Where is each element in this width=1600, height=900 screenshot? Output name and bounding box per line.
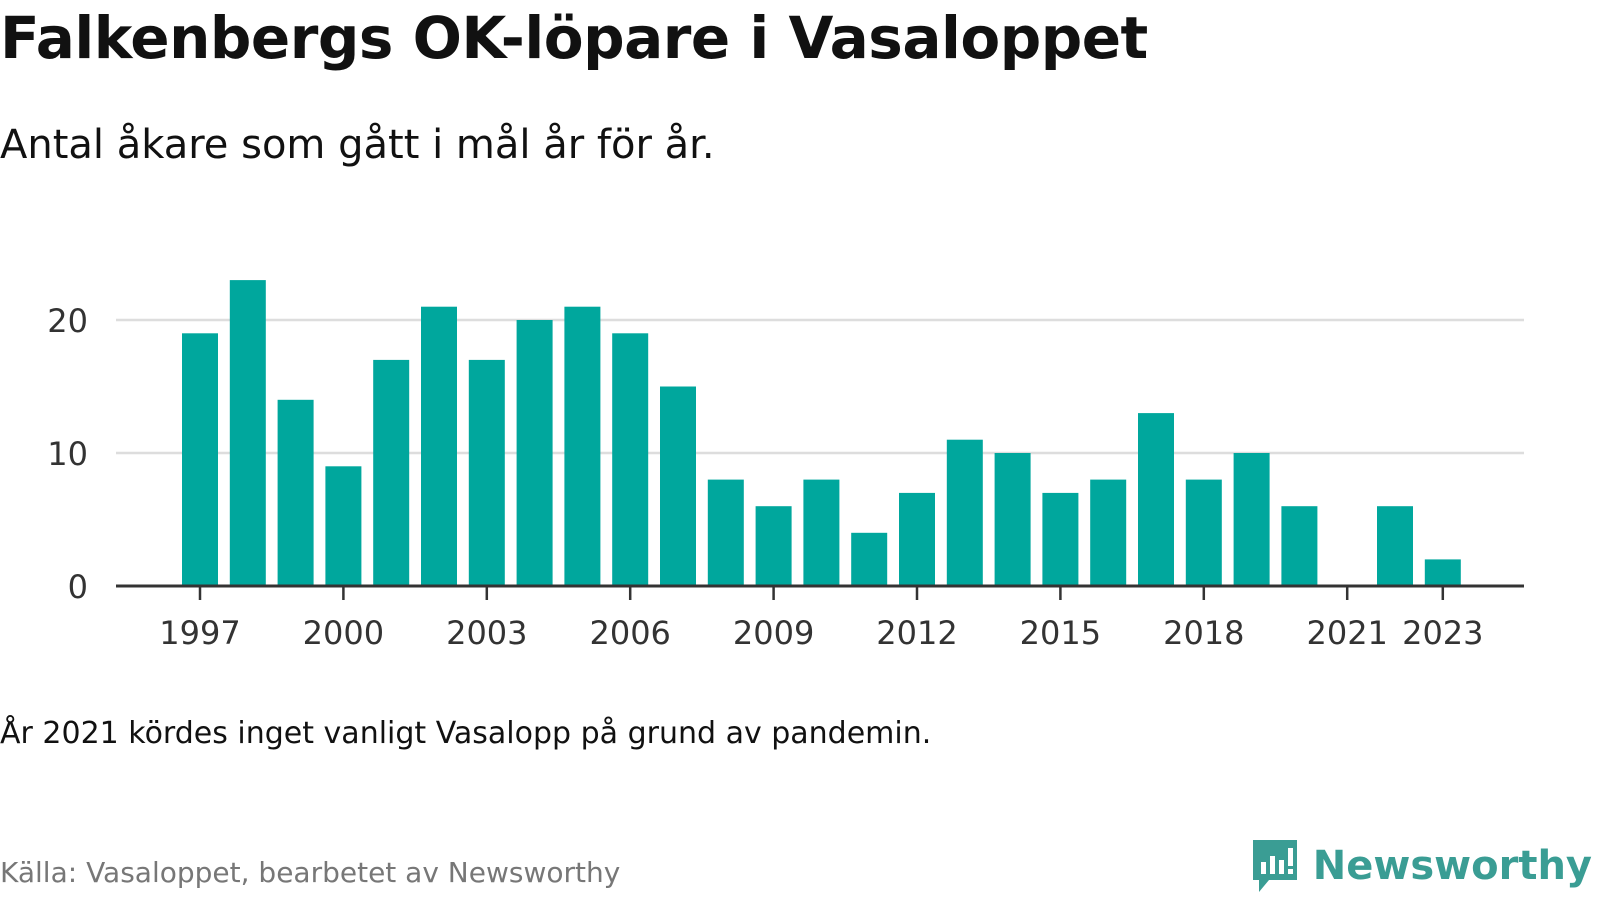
x-tick-label: 2009 xyxy=(733,614,814,652)
bar-2016 xyxy=(1090,479,1127,586)
x-tick-label: 2023 xyxy=(1402,614,1483,652)
bar-2018 xyxy=(1185,479,1222,586)
bar-2014 xyxy=(994,453,1031,586)
y-tick-label: 20 xyxy=(47,302,88,340)
bar-2019 xyxy=(1233,453,1270,586)
bar-2003 xyxy=(468,359,505,586)
x-tick-label: 2018 xyxy=(1163,614,1244,652)
bar-2013 xyxy=(946,439,983,586)
x-tick-label: 2015 xyxy=(1020,614,1101,652)
bar-1997 xyxy=(182,333,218,586)
bar-2022 xyxy=(1377,506,1413,586)
bar-2012 xyxy=(899,492,935,586)
x-tick-label: 2000 xyxy=(303,614,384,652)
bar-2009 xyxy=(755,506,792,586)
bar-2008 xyxy=(707,479,744,586)
bar-2011 xyxy=(851,532,888,586)
chart-title: Falkenbergs OK-löpare i Vasaloppet xyxy=(0,4,1148,72)
bar-2000 xyxy=(325,466,362,586)
x-tick-label: 2003 xyxy=(446,614,527,652)
bar-1998 xyxy=(229,280,266,586)
footnote: År 2021 kördes inget vanligt Vasalopp på… xyxy=(0,716,932,751)
bar-2010 xyxy=(803,479,840,586)
bar-1999 xyxy=(277,399,314,586)
bar-2015 xyxy=(1042,492,1079,586)
bar-2020 xyxy=(1281,506,1318,586)
bar-2006 xyxy=(612,333,649,586)
bar-2001 xyxy=(373,359,410,586)
x-tick-label: 2021 xyxy=(1306,614,1387,652)
x-tick-label: 2006 xyxy=(589,614,670,652)
newsworthy-logo-icon xyxy=(1252,840,1297,892)
bar-2002 xyxy=(421,306,457,586)
bar-2005 xyxy=(564,306,601,586)
x-tick-label: 2012 xyxy=(876,614,957,652)
chart-subtitle: Antal åkare som gått i mål år för år. xyxy=(0,122,715,168)
bar-2023 xyxy=(1424,559,1461,586)
y-axis-ticks: 0 10 20 xyxy=(47,302,88,606)
bar-chart: 0 10 20 1997 2000 2003 2006 2009 2012 2015 2018 20… xyxy=(47,280,1524,652)
bar-2004 xyxy=(516,320,553,586)
bars xyxy=(182,280,1461,586)
brand[interactable]: Newsworthy xyxy=(1249,838,1592,894)
x-axis-ticks: 1997 2000 2003 2006 2009 2012 2015 2018 2021 2023 xyxy=(159,586,1484,652)
x-tick-label: 1997 xyxy=(159,614,240,652)
y-tick-label: 10 xyxy=(47,435,88,473)
source-text: Källa: Vasaloppet, bearbetet av Newswort… xyxy=(0,856,621,889)
bar-2007 xyxy=(660,386,696,586)
bar-2017 xyxy=(1138,413,1174,586)
y-tick-label: 0 xyxy=(68,568,88,606)
brand-name: Newsworthy xyxy=(1312,843,1592,889)
gridlines xyxy=(116,318,1524,455)
